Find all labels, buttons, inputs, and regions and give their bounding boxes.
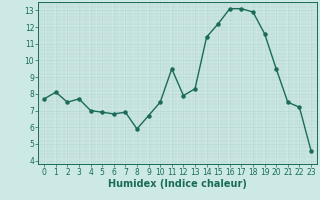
X-axis label: Humidex (Indice chaleur): Humidex (Indice chaleur)	[108, 179, 247, 189]
